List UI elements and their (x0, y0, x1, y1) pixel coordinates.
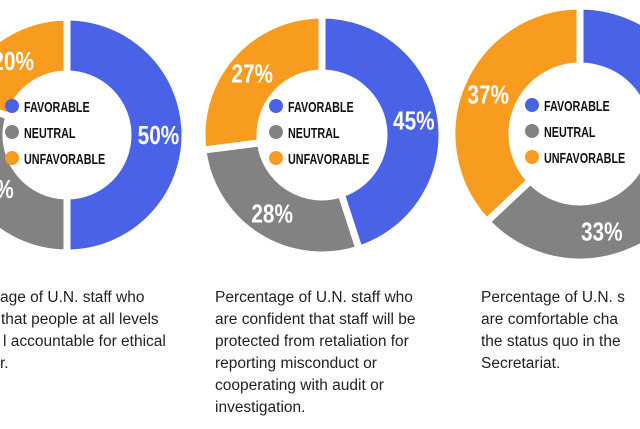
caption-line: the status quo in the (481, 333, 621, 350)
donut-slice-favorable (63, 13, 189, 257)
caption-line: Percentage of U.N. staff who (215, 289, 413, 306)
legend-dot-unfavorable (525, 150, 539, 164)
slice-label: 28% (251, 199, 293, 228)
legend-dot-unfavorable (269, 151, 283, 165)
caption-line: investigation. (215, 399, 306, 416)
legend-dot-favorable (269, 99, 283, 113)
donut-slice-unfavorable (198, 11, 326, 154)
caption-line: reporting misconduct or (215, 355, 377, 372)
legend-label: UNFAVORABLE (288, 150, 370, 167)
legend-label: NEUTRAL (544, 123, 596, 140)
caption-1: age of U.N. staff who that people at all… (0, 287, 166, 375)
legend-label: FAVORABLE (544, 97, 610, 114)
caption-line: that people at all levels (1, 311, 159, 328)
caption-line: r. (0, 355, 9, 372)
caption-line: are confident that staff will be (215, 311, 416, 328)
legend-label: NEUTRAL (24, 124, 76, 141)
legend-dot-neutral (5, 125, 19, 139)
legend-dot-unfavorable (5, 151, 19, 165)
slice-label: 45% (393, 106, 435, 135)
slice-label: 30% (0, 175, 14, 204)
donut-slice-neutral (199, 138, 364, 259)
legend-dot-neutral (525, 124, 539, 138)
donut-slice-neutral (0, 109, 71, 257)
caption-line: cooperating with audit or (215, 377, 384, 394)
legend-dot-neutral (269, 125, 283, 139)
donut-slice-favorable (576, 2, 640, 111)
donut-slice-unfavorable (448, 2, 584, 227)
legend-label: FAVORABLE (288, 98, 354, 115)
legend-label: UNFAVORABLE (544, 149, 626, 166)
donut-slice-favorable (318, 11, 446, 254)
caption-line: Secretariat. (481, 355, 561, 372)
caption-line: protected from retaliation for (215, 333, 409, 350)
caption-line: l accountable for ethical (3, 333, 166, 350)
legend-dot-favorable (525, 98, 539, 112)
legend-dot-favorable (5, 99, 19, 113)
slice-label: 37% (467, 80, 509, 109)
slice-label: 20% (0, 47, 34, 76)
caption-2: Percentage of U.N. staff who are confide… (215, 287, 415, 419)
legend-label: FAVORABLE (24, 98, 90, 115)
caption-line: Percentage of U.N. s (481, 289, 625, 306)
slice-label: 27% (231, 59, 273, 88)
caption-line: age of U.N. staff who (0, 289, 145, 306)
caption-line: are comfortable cha (481, 311, 618, 328)
legend-label: UNFAVORABLE (24, 150, 106, 167)
slice-label: 50% (138, 121, 180, 150)
slice-label: 33% (581, 217, 623, 246)
donut-slice-unfavorable (0, 13, 71, 121)
legend-label: NEUTRAL (288, 124, 340, 141)
caption-3: Percentage of U.N. s are comfortable cha… (481, 287, 625, 375)
